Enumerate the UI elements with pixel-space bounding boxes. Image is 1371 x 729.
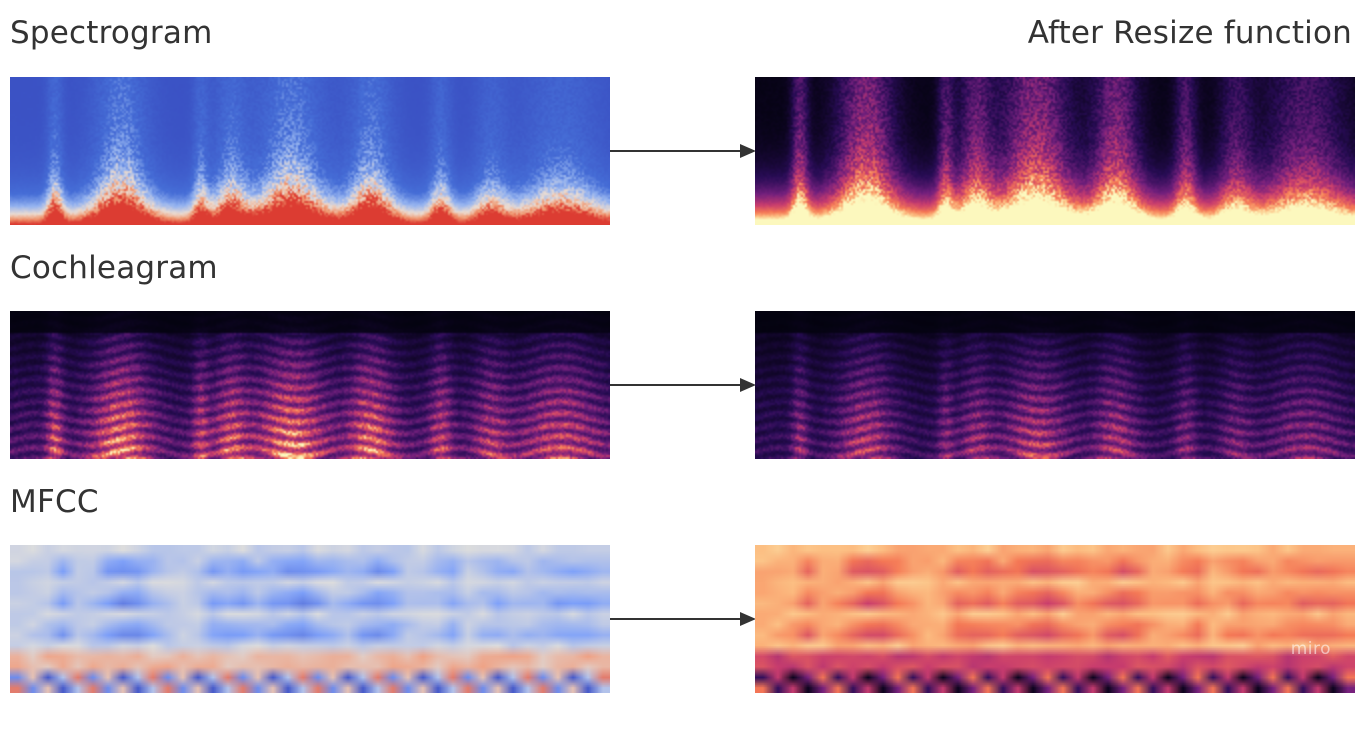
mfcc-resized-image: miro xyxy=(755,545,1355,693)
spectrogram-original-image xyxy=(10,77,610,225)
spectrogram-arrow xyxy=(610,144,756,158)
cochleagram-label: Cochleagram xyxy=(10,250,218,286)
spectrogram-resized-image xyxy=(755,77,1355,225)
miro-watermark: miro xyxy=(1290,639,1331,659)
cochleagram-arrow xyxy=(610,378,756,392)
mfcc-label: MFCC xyxy=(10,484,99,520)
mfcc-arrow xyxy=(610,612,756,626)
after-resize-label: After Resize function xyxy=(1027,15,1352,51)
spectrogram-label: Spectrogram xyxy=(10,15,213,51)
cochleagram-resized-image xyxy=(755,311,1355,459)
cochleagram-original-image xyxy=(10,311,610,459)
mfcc-original-image xyxy=(10,545,610,693)
